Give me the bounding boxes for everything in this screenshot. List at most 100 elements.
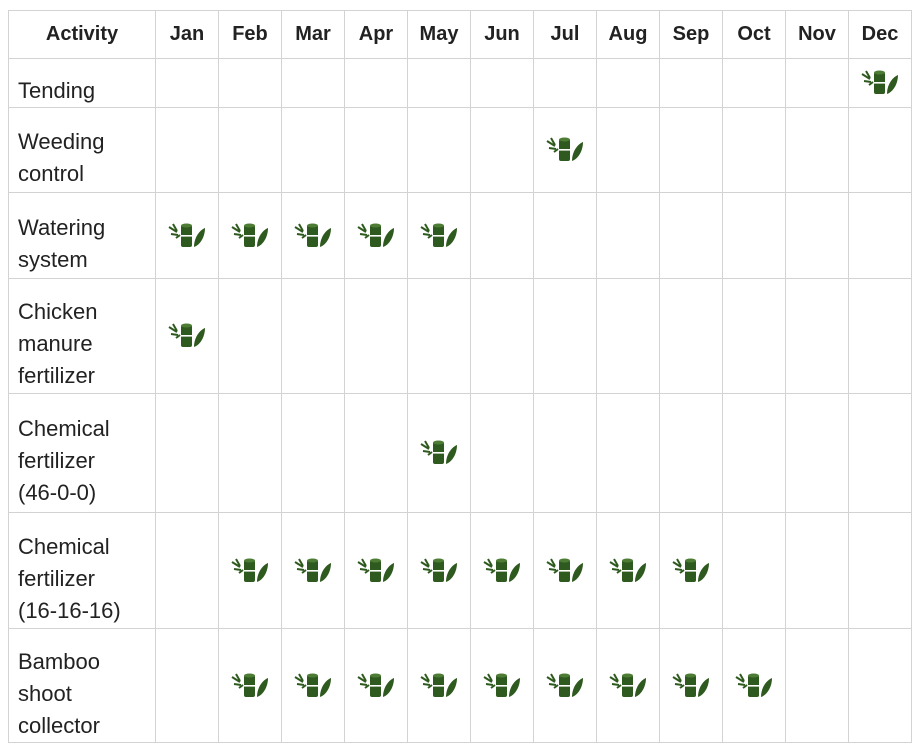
month-cell [659,628,723,743]
month-cell [722,107,786,193]
month-cell [281,107,345,193]
month-cell [596,107,660,193]
month-cell [722,278,786,394]
bamboo-icon [294,673,331,697]
activity-cell: Watering system [8,192,156,279]
bamboo-icon [231,558,268,582]
month-cell [407,107,471,193]
bamboo-icon [546,137,583,161]
month-cell [407,628,471,743]
month-cell [785,628,849,743]
month-cell [848,192,912,279]
month-cell [407,512,471,629]
month-header: Oct [722,10,786,59]
month-cell [155,393,219,513]
month-cell [533,628,597,743]
month-cell [470,393,534,513]
activity-cell: Chemical fertilizer (46-0-0) [8,393,156,513]
bamboo-icon [357,673,394,697]
month-cell [218,393,282,513]
month-cell [218,58,282,108]
month-cell [218,192,282,279]
activity-row: Chemical fertilizer (16-16-16) [8,512,912,629]
month-cell [155,278,219,394]
month-cell [596,393,660,513]
bamboo-icon [672,673,709,697]
activity-cell: Chemical fertilizer (16-16-16) [8,512,156,629]
month-cell [470,512,534,629]
activity-row: Watering system [8,192,912,279]
month-header: Mar [281,10,345,59]
bamboo-icon [420,223,457,247]
bamboo-icon [231,673,268,697]
bamboo-icon [294,558,331,582]
month-cell [155,628,219,743]
bamboo-icon [168,223,205,247]
month-cell [785,107,849,193]
month-cell [344,107,408,193]
activity-label: Chemical fertilizer (46-0-0) [18,416,110,505]
bamboo-icon [168,323,205,347]
bamboo-icon [861,70,898,94]
month-cell [848,107,912,193]
month-cell [785,58,849,108]
month-cell [785,393,849,513]
activity-cell: Chicken manure fertilizer [8,278,156,394]
month-cell [533,278,597,394]
month-cell [281,58,345,108]
month-header: Nov [785,10,849,59]
activity-label: Chicken manure fertilizer [18,299,98,388]
month-header: Feb [218,10,282,59]
month-header: Jul [533,10,597,59]
bamboo-icon [231,223,268,247]
month-cell [722,192,786,279]
bamboo-icon [672,558,709,582]
activity-label: Tending [18,78,96,103]
month-cell [596,58,660,108]
activity-cell: Tending [8,58,156,108]
month-cell [722,512,786,629]
month-cell [344,278,408,394]
activity-row: Bamboo shoot collector [8,628,912,743]
month-cell [533,512,597,629]
month-cell [848,628,912,743]
month-cell [155,107,219,193]
bamboo-icon [483,673,520,697]
month-cell [533,58,597,108]
month-cell [281,278,345,394]
month-cell [659,393,723,513]
month-header: Dec [848,10,912,59]
month-cell [785,278,849,394]
month-cell [470,192,534,279]
bamboo-icon [420,558,457,582]
month-cell [281,192,345,279]
month-cell [407,393,471,513]
month-cell [659,58,723,108]
month-header: Apr [344,10,408,59]
month-cell [344,192,408,279]
month-cell [533,192,597,279]
month-cell [848,393,912,513]
month-cell [596,192,660,279]
activity-header: Activity [8,10,156,59]
bamboo-icon [546,673,583,697]
bamboo-icon [420,440,457,464]
table-body: Tending Weeding control Watering system Chi… [8,58,912,743]
month-cell [407,58,471,108]
bamboo-icon [420,673,457,697]
month-cell [659,107,723,193]
activity-row: Chemical fertilizer (46-0-0) [8,393,912,513]
month-cell [470,107,534,193]
month-header: May [407,10,471,59]
month-cell [218,512,282,629]
activity-row: Chicken manure fertilizer [8,278,912,394]
month-cell [344,393,408,513]
month-cell [848,58,912,108]
month-cell [470,278,534,394]
bamboo-icon [357,223,394,247]
activity-label: Watering system [18,214,106,272]
month-cell [785,512,849,629]
month-cell [218,628,282,743]
month-cell [722,628,786,743]
